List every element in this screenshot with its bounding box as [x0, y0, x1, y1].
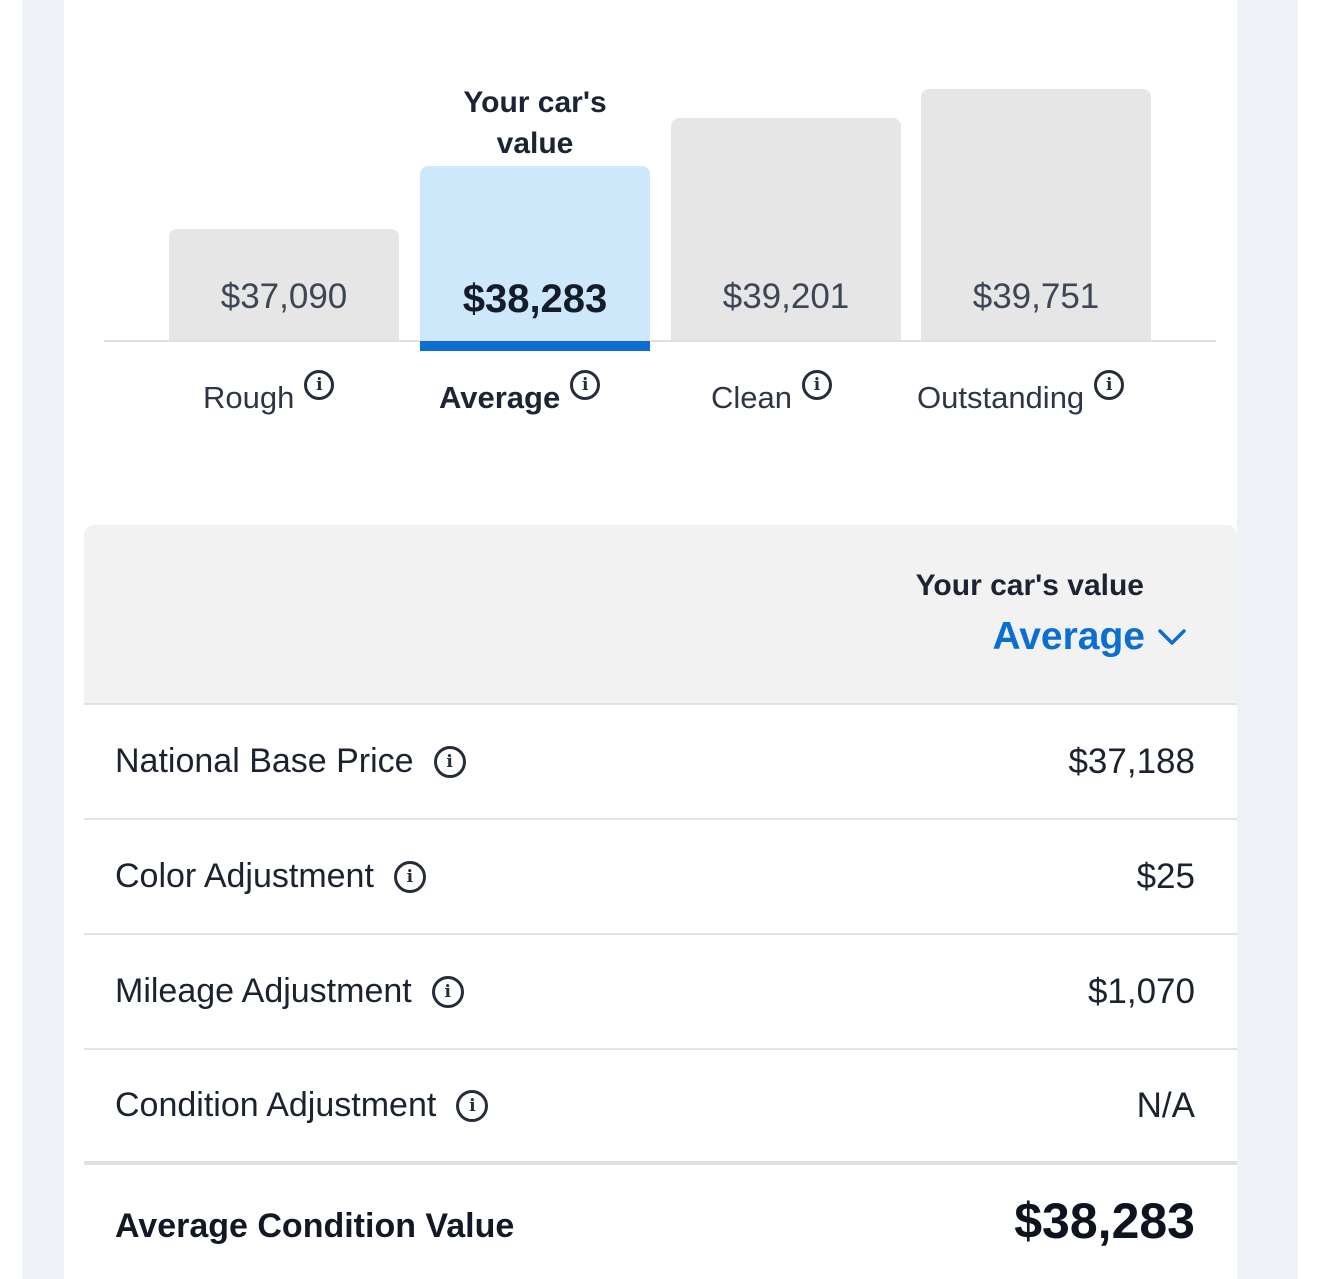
value-breakdown-table: Your car's value Average National Base P… [84, 525, 1237, 1279]
row-value: $25 [1136, 856, 1195, 896]
your-car-value-caption: Your car's value [420, 82, 650, 164]
page-background-left [0, 0, 22, 1279]
info-icon[interactable]: i [802, 370, 832, 400]
condition-label-text: Rough [203, 380, 295, 415]
bar-rough[interactable]: $37,090 [169, 229, 399, 341]
condition-label-average[interactable]: Average i [439, 370, 601, 416]
bar-value-clean: $39,201 [722, 276, 850, 316]
table-header: Your car's value Average [84, 525, 1237, 705]
bar-clean[interactable]: $39,201 [671, 117, 901, 341]
info-icon[interactable]: i [433, 745, 466, 778]
row-value: $37,188 [1068, 741, 1195, 781]
page-background-right [1298, 0, 1320, 1279]
condition-label-text: Clean [711, 380, 792, 415]
condition-label-outstanding[interactable]: Outstanding i [917, 370, 1125, 416]
condition-label-text: Outstanding [917, 380, 1085, 415]
table-row-mileage-adjustment: Mileage Adjustment i $1,070 [84, 935, 1237, 1050]
info-icon[interactable]: i [456, 1089, 489, 1122]
table-row-condition-adjustment: Condition Adjustment i N/A [84, 1050, 1237, 1165]
bar-outstanding[interactable]: $39,751 [921, 89, 1151, 341]
selected-bar-underline [420, 341, 650, 351]
info-icon[interactable]: i [393, 860, 426, 893]
table-row-national-base-price: National Base Price i $37,188 [84, 705, 1237, 820]
total-value: $38,283 [1014, 1193, 1195, 1249]
caption-line-1: Your car's [463, 86, 607, 119]
condition-dropdown[interactable]: Average [993, 615, 1187, 659]
condition-label-rough[interactable]: Rough i [203, 370, 335, 416]
table-row-color-adjustment: Color Adjustment i $25 [84, 820, 1237, 935]
condition-label-clean[interactable]: Clean i [711, 370, 832, 416]
info-icon[interactable]: i [1094, 370, 1125, 400]
condition-dropdown-value: Average [992, 615, 1145, 658]
your-car-value-label: Your car's value [915, 569, 1144, 602]
table-total-row: Average Condition Value $38,283 [84, 1165, 1237, 1277]
row-label-text: National Base Price [115, 742, 414, 780]
bar-value-outstanding: $39,751 [972, 277, 1100, 316]
row-label-text: Condition Adjustment [115, 1086, 437, 1124]
row-label: National Base Price i [115, 742, 466, 781]
row-label-text: Color Adjustment [115, 857, 374, 895]
row-value: N/A [1136, 1085, 1195, 1125]
caption-line-2: value [496, 127, 574, 160]
row-label: Mileage Adjustment i [115, 972, 464, 1011]
condition-label-text: Average [439, 380, 561, 415]
chevron-down-icon [1158, 629, 1186, 645]
bar-value-rough: $37,090 [220, 277, 348, 316]
bar-value-average: $38,283 [462, 276, 608, 321]
row-label: Color Adjustment i [115, 857, 426, 896]
chart-baseline [104, 340, 1216, 342]
info-icon[interactable]: i [570, 370, 601, 400]
total-label: Average Condition Value [115, 1206, 515, 1245]
info-icon[interactable]: i [304, 370, 335, 400]
info-icon[interactable]: i [431, 975, 464, 1008]
bar-average[interactable]: $38,283 [420, 166, 650, 341]
row-label: Condition Adjustment i [115, 1086, 489, 1125]
row-value: $1,070 [1087, 971, 1195, 1011]
row-label-text: Mileage Adjustment [115, 972, 412, 1010]
